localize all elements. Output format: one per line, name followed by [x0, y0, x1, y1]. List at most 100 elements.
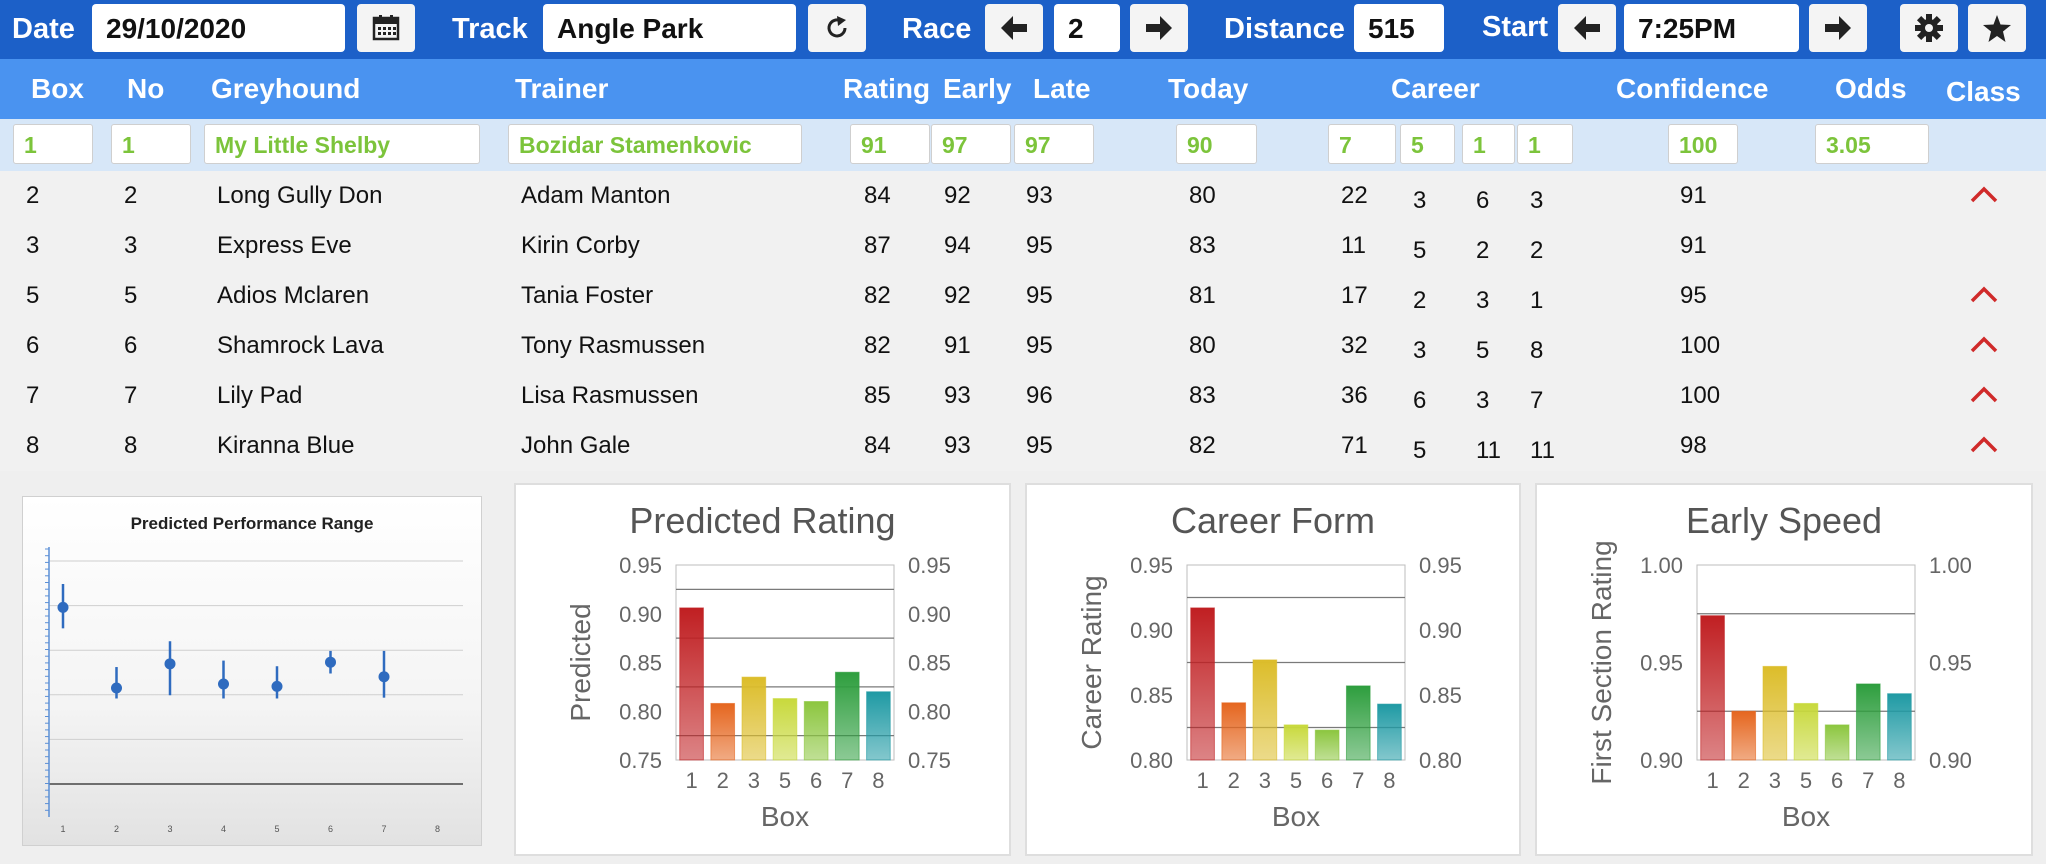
selected-box[interactable]: 1	[13, 124, 93, 164]
y2-tick-label: 0.90	[1419, 618, 1462, 643]
y-axis-label: First Section Rating	[1586, 540, 1617, 784]
cell-career-thirds: 7	[1530, 387, 1544, 414]
x-tick-label: 2	[1738, 768, 1750, 793]
favourite-button[interactable]	[1968, 4, 2026, 52]
x-tick-label: 7	[381, 824, 386, 834]
col-odds[interactable]: Odds	[1835, 73, 1907, 104]
cell-career-thirds: 11	[1530, 437, 1555, 464]
class-up-icon[interactable]	[1969, 334, 1999, 354]
bar	[1824, 724, 1850, 761]
start-next-button[interactable]	[1809, 4, 1867, 52]
table-row[interactable]: 5 5 Adios Mclaren Tania Foster 82 92 95 81 17 2 3 1…	[0, 271, 2046, 321]
y-tick-label: 0.85	[619, 651, 662, 676]
cell-trainer: Tania Foster	[521, 282, 654, 309]
predicted-rating-chart: Predicted Rating 0.95 0.95 0.90 0.90 0.85 0.85…	[514, 483, 1011, 856]
y2-tick-label: 1.00	[1929, 553, 1972, 578]
data-point	[271, 680, 283, 692]
early-speed-chart: Early Speed 1.00 1.00 0.95 0.95 0.90 0.90 1 2 3 5 6…	[1535, 483, 2033, 856]
selected-late[interactable]: 97	[1014, 124, 1094, 164]
data-point	[111, 682, 122, 694]
y2-tick-label: 0.75	[908, 748, 951, 773]
cell-career-wins: 6	[1413, 387, 1427, 414]
col-early[interactable]: Early	[943, 73, 1012, 104]
data-point	[378, 671, 390, 683]
x-tick-label: 3	[748, 768, 760, 793]
x-tick-label: 3	[1769, 768, 1781, 793]
column-header: Box No Greyhound Trainer Rating Early La…	[0, 59, 2046, 119]
y-axis-label: Predicted	[565, 603, 596, 721]
cell-trainer: Kirin Corby	[521, 232, 640, 259]
col-no[interactable]: No	[127, 73, 165, 104]
x-tick-label: 5	[274, 824, 279, 834]
bar	[1283, 724, 1309, 761]
x-tick-label: 3	[167, 824, 172, 834]
col-rating[interactable]: Rating	[843, 73, 931, 104]
bar	[741, 676, 767, 761]
refresh-button[interactable]	[808, 4, 866, 52]
selected-confidence[interactable]: 100	[1668, 124, 1738, 164]
selected-career-thirds[interactable]: 1	[1517, 124, 1573, 164]
cell-greyhound: Lily Pad	[217, 382, 303, 409]
col-class[interactable]: Class	[1946, 76, 2021, 107]
performance-range-chart: Predicted Performance Range 1 2 3 4 5 6 7 8	[22, 496, 482, 846]
table-row[interactable]: 7 7 Lily Pad Lisa Rasmussen 85 93 96 83 36 6 3 7 100	[0, 371, 2046, 421]
start-prev-button[interactable]	[1558, 4, 1616, 52]
cell-greyhound: Kiranna Blue	[217, 432, 355, 459]
race-prev-button[interactable]	[985, 4, 1043, 52]
cell-greyhound: Shamrock Lava	[217, 332, 384, 359]
selected-trainer[interactable]: Bozidar Stamenkovic	[508, 124, 802, 164]
selected-today[interactable]: 90	[1176, 124, 1257, 164]
selected-early[interactable]: 97	[931, 124, 1011, 164]
x-tick-label: 8	[1383, 768, 1395, 793]
y-axis-label: Career Rating	[1076, 575, 1107, 749]
distance-field[interactable]: 515	[1354, 4, 1444, 52]
col-career[interactable]: Career	[1391, 73, 1480, 104]
bar	[834, 671, 860, 761]
selected-career-seconds[interactable]: 1	[1462, 124, 1515, 164]
bar	[803, 701, 829, 761]
selected-career-starts[interactable]: 7	[1328, 124, 1396, 164]
chart-title: Early Speed	[1686, 500, 1882, 541]
date-field[interactable]: 29/10/2020	[92, 4, 345, 52]
settings-button[interactable]	[1900, 4, 1958, 52]
col-box[interactable]: Box	[31, 73, 84, 104]
selected-odds[interactable]: 3.05	[1815, 124, 1929, 164]
y2-tick-label: 0.90	[908, 602, 951, 627]
table-row[interactable]: 6 6 Shamrock Lava Tony Rasmussen 82 91 95 80 32 3…	[0, 321, 2046, 371]
start-time-field[interactable]: 7:25PM	[1624, 4, 1799, 52]
selected-no[interactable]: 1	[111, 124, 191, 164]
class-up-icon[interactable]	[1969, 384, 1999, 404]
table-row[interactable]: 8 8 Kiranna Blue John Gale 84 93 95 82 71 5 11 11 98	[0, 421, 2046, 471]
bar	[1221, 702, 1247, 761]
col-today[interactable]: Today	[1168, 73, 1249, 104]
selected-row[interactable]: 1 1 My Little Shelby Bozidar Stamenkovic…	[0, 119, 2046, 171]
y-tick-label: 0.90	[1640, 748, 1683, 773]
cell-late: 93	[1026, 182, 1053, 209]
race-next-button[interactable]	[1130, 4, 1188, 52]
class-up-icon[interactable]	[1969, 184, 1999, 204]
race-field[interactable]: 2	[1054, 4, 1120, 52]
selected-career-wins[interactable]: 5	[1400, 124, 1455, 164]
selected-greyhound[interactable]: My Little Shelby	[204, 124, 480, 164]
cell-rating: 84	[864, 182, 891, 209]
class-up-icon[interactable]	[1969, 434, 1999, 454]
col-trainer[interactable]: Trainer	[515, 73, 609, 104]
selected-rating[interactable]: 91	[850, 124, 930, 164]
x-tick-label: 6	[328, 824, 333, 834]
table-row[interactable]: 2 2 Long Gully Don Adam Manton 84 92 93 80 22 3 6 3…	[0, 171, 2046, 221]
col-greyhound[interactable]: Greyhound	[211, 73, 361, 104]
x-tick-label: 2	[1228, 768, 1240, 793]
calendar-button[interactable]	[357, 4, 415, 52]
y-tick-label: 0.80	[619, 699, 662, 724]
bar	[1345, 685, 1371, 761]
table-row[interactable]: 3 3 Express Eve Kirin Corby 87 94 95 83 11 5 2 2 91	[0, 221, 2046, 271]
x-tick-label: 2	[114, 824, 119, 834]
cell-trainer: Adam Manton	[521, 182, 671, 209]
track-field[interactable]: Angle Park	[543, 4, 796, 52]
col-confidence[interactable]: Confidence	[1616, 73, 1769, 104]
chart-title: Career Form	[1171, 500, 1375, 541]
cell-career-starts: 32	[1341, 332, 1368, 359]
bar	[710, 702, 736, 761]
class-up-icon[interactable]	[1969, 284, 1999, 304]
col-late[interactable]: Late	[1033, 73, 1091, 104]
